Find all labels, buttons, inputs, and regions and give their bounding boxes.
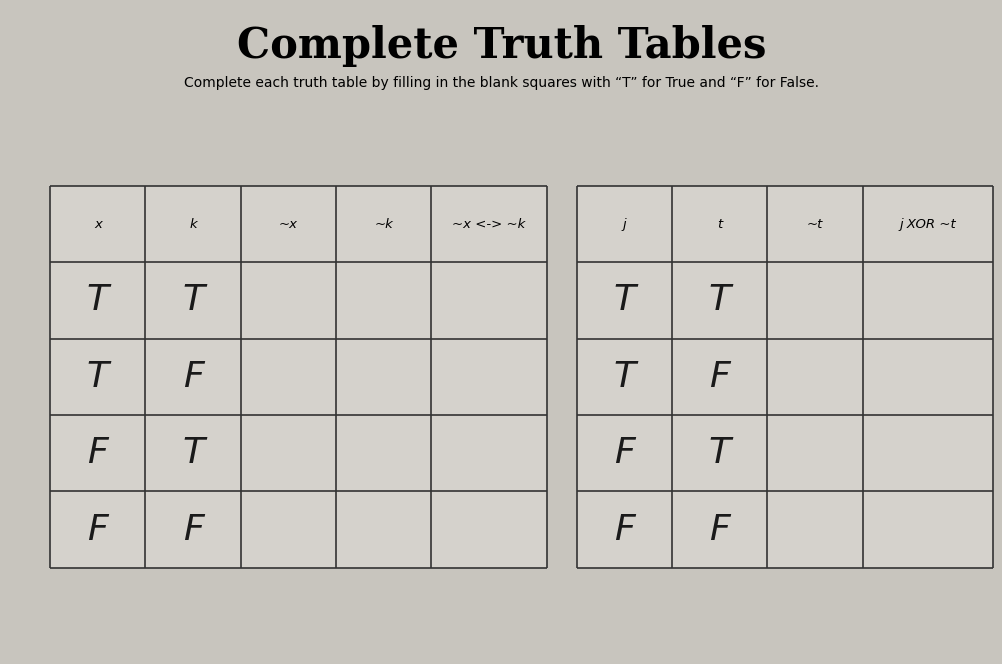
Bar (671, 415, 767, 491)
Bar (671, 491, 767, 568)
Bar (50, 262, 145, 339)
Text: F: F (613, 513, 634, 546)
Bar (240, 262, 336, 339)
Bar (767, 339, 862, 415)
Bar (50, 415, 145, 491)
Text: F: F (87, 513, 108, 546)
Bar (767, 415, 862, 491)
Bar (50, 339, 145, 415)
Bar (240, 339, 336, 415)
Bar (576, 339, 671, 415)
Bar (336, 186, 431, 262)
Text: ~x <-> ~k: ~x <-> ~k (452, 218, 525, 230)
Text: T: T (86, 284, 109, 317)
Bar (336, 339, 431, 415)
Bar (576, 415, 671, 491)
Text: F: F (708, 513, 729, 546)
Text: ~x: ~x (279, 218, 298, 230)
Text: F: F (182, 513, 203, 546)
Text: T: T (181, 436, 204, 470)
Text: F: F (182, 360, 203, 394)
Text: T: T (181, 284, 204, 317)
Bar (576, 491, 671, 568)
Bar (576, 186, 671, 262)
Bar (862, 262, 992, 339)
Text: F: F (708, 360, 729, 394)
Bar (145, 186, 240, 262)
Text: Complete each truth table by filling in the blank squares with “T” for True and : Complete each truth table by filling in … (183, 76, 819, 90)
Bar (431, 186, 546, 262)
Text: T: T (86, 360, 109, 394)
Bar (767, 491, 862, 568)
Bar (240, 415, 336, 491)
Bar (576, 262, 671, 339)
Bar (145, 339, 240, 415)
Bar (336, 415, 431, 491)
Text: k: k (189, 218, 196, 230)
Bar (50, 491, 145, 568)
Bar (431, 491, 546, 568)
Text: ~t: ~t (806, 218, 823, 230)
Text: t: t (716, 218, 721, 230)
Bar (862, 491, 992, 568)
Text: j XOR ~t: j XOR ~t (899, 218, 955, 230)
Bar (240, 491, 336, 568)
Bar (145, 262, 240, 339)
Text: Complete Truth Tables: Complete Truth Tables (236, 25, 766, 68)
Bar (671, 339, 767, 415)
Bar (862, 186, 992, 262)
Text: F: F (87, 436, 108, 470)
Bar (336, 491, 431, 568)
Text: T: T (612, 284, 635, 317)
Text: x: x (94, 218, 101, 230)
Text: T: T (707, 284, 730, 317)
Bar (767, 186, 862, 262)
Bar (671, 262, 767, 339)
Bar (431, 415, 546, 491)
Bar (145, 415, 240, 491)
Bar (50, 186, 145, 262)
Bar (145, 491, 240, 568)
Bar (240, 186, 336, 262)
Text: F: F (613, 436, 634, 470)
Text: T: T (612, 360, 635, 394)
Bar (431, 339, 546, 415)
Text: ~k: ~k (374, 218, 393, 230)
Bar (431, 262, 546, 339)
Text: j: j (622, 218, 625, 230)
Bar (862, 415, 992, 491)
Bar (862, 339, 992, 415)
Bar (671, 186, 767, 262)
Text: T: T (707, 436, 730, 470)
Bar (767, 262, 862, 339)
Bar (336, 262, 431, 339)
